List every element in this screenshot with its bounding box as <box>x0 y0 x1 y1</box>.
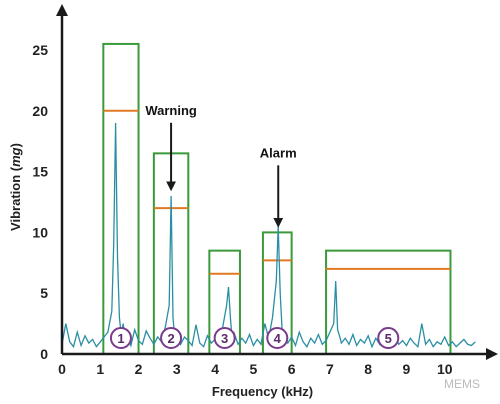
y-tick-label: 0 <box>40 346 48 362</box>
band-marker-circle-1 <box>109 327 132 349</box>
x-tick-label: 5 <box>249 361 257 377</box>
watermark-logo: MEMS <box>444 377 480 391</box>
band-marker-label-2: 2 <box>167 331 174 346</box>
x-tick-label: 9 <box>403 361 411 377</box>
y-tick-label: 10 <box>32 224 48 240</box>
x-tick-label: 10 <box>437 361 453 377</box>
warning-annotation: Warning <box>145 103 197 118</box>
x-tick-label: 7 <box>326 361 334 377</box>
x-axis-label: Frequency (kHz) <box>212 384 313 399</box>
y-tick-label: 20 <box>32 103 48 119</box>
x-tick-label: 8 <box>364 361 372 377</box>
band-marker-label-1: 1 <box>117 331 124 346</box>
band-marker-label-5: 5 <box>385 331 392 346</box>
x-axis-arrow-icon <box>486 348 498 360</box>
band-marker-circle-2 <box>160 327 183 349</box>
band-marker-label-4: 4 <box>274 331 282 346</box>
y-tick-label: 25 <box>32 42 48 58</box>
x-tick-label: 0 <box>58 361 66 377</box>
band-markers: 1 2 3 4 5 <box>109 327 400 349</box>
y-axis-label: Vibration (mg) <box>8 143 23 231</box>
y-tick-label: 15 <box>32 164 48 180</box>
x-tick-label: 1 <box>96 361 104 377</box>
band-marker-circle-4 <box>266 327 289 349</box>
axes <box>56 4 498 360</box>
x-tick-label: 6 <box>288 361 296 377</box>
band-marker-circle-5 <box>377 327 400 349</box>
band-marker-circle-3 <box>213 327 236 349</box>
threshold-bands <box>102 42 452 355</box>
x-tick-label: 4 <box>211 361 219 377</box>
alarm-annotation: Alarm <box>260 145 297 160</box>
band-marker-label-3: 3 <box>221 331 228 346</box>
y-axis-arrow-icon <box>56 4 68 16</box>
x-tick-label: 3 <box>173 361 181 377</box>
x-tick-label: 2 <box>135 361 143 377</box>
alarm-band-1 <box>102 42 140 355</box>
annotations: Warning Alarm <box>145 103 297 228</box>
y-tick-label: 5 <box>40 285 48 301</box>
